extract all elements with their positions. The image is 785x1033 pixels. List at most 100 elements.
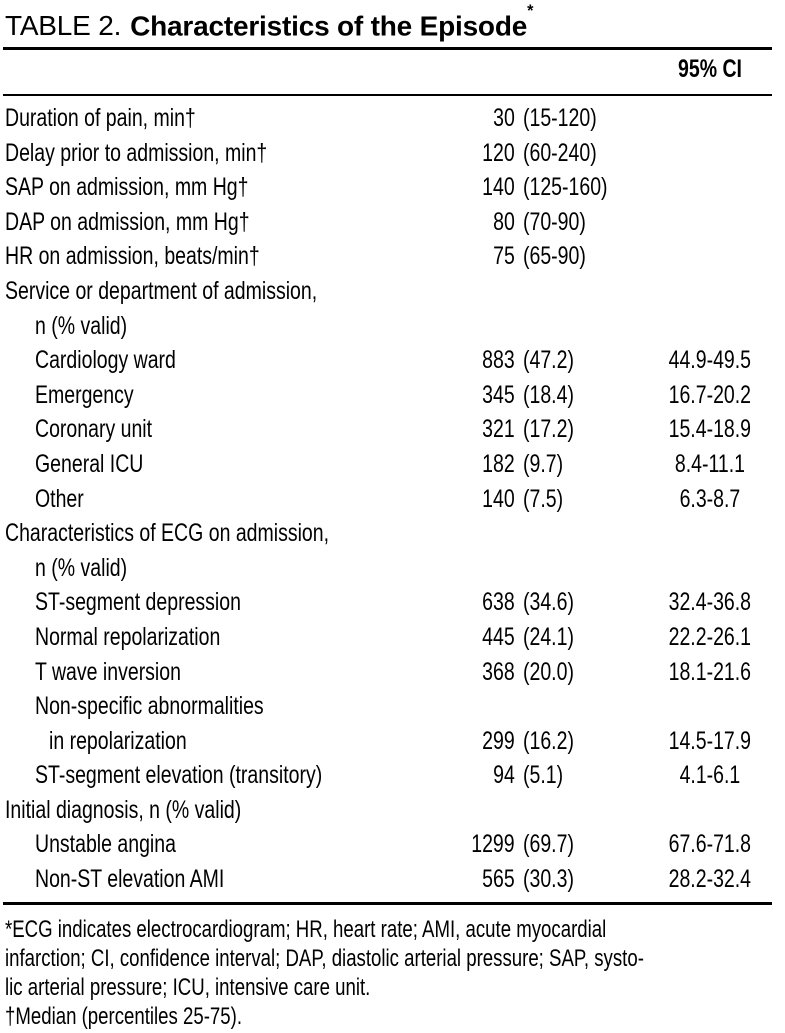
row-percent-value: (16.2) <box>515 724 635 759</box>
table-row: General ICU 182 (9.7) 8.4-11.1 <box>0 447 785 482</box>
footnote-line-text: †Median (percentiles 25-75). <box>5 1003 243 1030</box>
row-label: Non-specific abnormalities <box>5 689 455 724</box>
row-count-value <box>455 689 515 724</box>
row-ci-value <box>635 551 785 586</box>
row-count-value-text: 368 <box>482 657 515 686</box>
row-label: n (% valid) <box>5 309 455 344</box>
top-rule <box>3 47 772 50</box>
table-row: SAP on admission, mm Hg† 140 (125-160) <box>0 170 785 205</box>
row-count-value: 140 <box>455 170 515 205</box>
row-label-text: DAP on admission, mm Hg† <box>5 207 250 236</box>
row-count-value-text: 140 <box>482 173 515 202</box>
row-count-value: 1299 <box>455 827 515 862</box>
row-count-value-text: 565 <box>482 865 515 894</box>
row-count-value-text: 883 <box>482 346 515 375</box>
row-percent-value-text: (30.3) <box>523 865 574 894</box>
row-label: Initial diagnosis, n (% valid) <box>5 793 455 828</box>
table-row: Non-ST elevation AMI 565 (30.3) 28.2-32.4 <box>0 862 785 897</box>
title-footnote-marker: * <box>527 2 534 21</box>
row-ci-value-text: 44.9-49.5 <box>668 346 752 375</box>
row-percent-value: (5.1) <box>515 758 635 793</box>
row-percent-value <box>515 689 635 724</box>
row-count-value-text: 638 <box>482 588 515 617</box>
row-ci-value: 44.9-49.5 <box>635 343 785 378</box>
row-percent-value <box>515 793 635 828</box>
row-percent-value: (24.1) <box>515 620 635 655</box>
row-percent-value-text: (20.0) <box>523 657 574 686</box>
row-percent-value-text: (16.2) <box>523 726 574 755</box>
row-count-value: 368 <box>455 655 515 690</box>
row-percent-value: (18.4) <box>515 378 635 413</box>
row-percent-value-text: (9.7) <box>523 449 564 478</box>
table-row: Cardiology ward 883 (47.2) 44.9-49.5 <box>0 343 785 378</box>
row-label-text: in repolarization <box>49 726 187 755</box>
row-percent-value: (34.6) <box>515 585 635 620</box>
row-label-text: SAP on admission, mm Hg† <box>5 173 249 202</box>
row-ci-value: 4.1-6.1 <box>635 758 785 793</box>
row-label-text: Coronary unit <box>35 415 153 444</box>
row-ci-value <box>635 793 785 828</box>
table-row: DAP on admission, mm Hg† 80 (70-90) <box>0 205 785 240</box>
row-percent-value-text: (17.2) <box>523 415 574 444</box>
row-label: Unstable angina <box>5 827 455 862</box>
row-label-text: T wave inversion <box>35 657 181 686</box>
row-label: n (% valid) <box>5 551 455 586</box>
row-ci-value <box>635 689 785 724</box>
row-ci-value-text: 67.6-71.8 <box>668 830 752 859</box>
footnotes: *ECG indicates electrocardiogram; HR, he… <box>5 915 785 1031</box>
row-count-value-text: 1299 <box>471 830 515 859</box>
row-ci-value: 28.2-32.4 <box>635 862 785 897</box>
footnote-line-text: infarction; CI, confidence interval; DAP… <box>5 945 644 972</box>
row-label-text: n (% valid) <box>35 553 128 582</box>
column-header-ci-text: 95% CI <box>678 55 742 83</box>
row-percent-value: (9.7) <box>515 447 635 482</box>
row-count-value: 120 <box>455 136 515 171</box>
table-row: n (% valid) <box>0 309 785 344</box>
row-label: Emergency <box>5 378 455 413</box>
row-ci-value-text: 14.5-17.9 <box>668 726 752 755</box>
row-percent-value-text: (70-90) <box>523 207 586 236</box>
row-count-value <box>455 309 515 344</box>
row-count-value <box>455 551 515 586</box>
row-percent-value-text: (65-90) <box>523 242 586 271</box>
row-percent-value <box>515 274 635 309</box>
table-row: Other 140 (7.5) 6.3-8.7 <box>0 482 785 517</box>
row-label: SAP on admission, mm Hg† <box>5 170 455 205</box>
row-percent-value: (125-160) <box>515 170 635 205</box>
table-body: Duration of pain, min† 30 (15-120) Delay pr… <box>0 101 785 897</box>
row-count-value: 30 <box>455 101 515 136</box>
row-label: in repolarization <box>5 724 455 759</box>
footnote-line: infarction; CI, confidence interval; DAP… <box>5 944 785 973</box>
row-count-value-text: 182 <box>482 449 515 478</box>
row-ci-value: 15.4-18.9 <box>635 412 785 447</box>
row-ci-value <box>635 516 785 551</box>
bottom-rule <box>3 902 772 905</box>
row-count-value-text: 445 <box>482 622 515 651</box>
table-row: Coronary unit 321 (17.2) 15.4-18.9 <box>0 412 785 447</box>
row-ci-value-text: 16.7-20.2 <box>668 380 752 409</box>
row-count-value-text: 321 <box>482 415 515 444</box>
row-ci-value: 14.5-17.9 <box>635 724 785 759</box>
row-label: HR on admission, beats/min† <box>5 239 455 274</box>
table-number: TABLE 2. <box>5 10 122 42</box>
row-label-text: Initial diagnosis, n (% valid) <box>5 795 242 824</box>
table-row: Characteristics of ECG on admission, <box>0 516 785 551</box>
table-row: T wave inversion 368 (20.0) 18.1-21.6 <box>0 655 785 690</box>
row-count-value: 321 <box>455 412 515 447</box>
row-percent-value: (20.0) <box>515 655 635 690</box>
row-count-value: 94 <box>455 758 515 793</box>
row-count-value: 80 <box>455 205 515 240</box>
row-label-text: Non-specific abnormalities <box>35 692 264 721</box>
row-count-value <box>455 274 515 309</box>
row-label-text: Normal repolarization <box>35 622 221 651</box>
row-label: Service or department of admission, <box>5 274 455 309</box>
row-count-value-text: 140 <box>482 484 515 513</box>
row-count-value <box>455 793 515 828</box>
table-row: Normal repolarization 445 (24.1) 22.2-26.1 <box>0 620 785 655</box>
row-ci-value: 67.6-71.8 <box>635 827 785 862</box>
row-percent-value <box>515 516 635 551</box>
row-label-text: Delay prior to admission, min† <box>5 138 268 167</box>
row-ci-value <box>635 136 785 171</box>
row-label-text: ST-segment elevation (transitory) <box>35 761 323 790</box>
table-row: Service or department of admission, <box>0 274 785 309</box>
